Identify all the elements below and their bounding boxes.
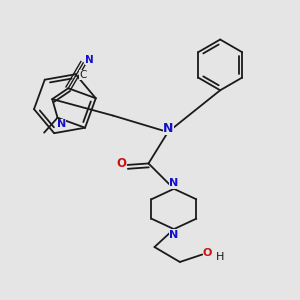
- Text: N: N: [169, 178, 178, 188]
- Text: N: N: [57, 119, 66, 129]
- Text: N: N: [163, 122, 174, 135]
- Text: O: O: [202, 248, 212, 258]
- Text: C: C: [80, 70, 87, 80]
- Text: N: N: [85, 55, 94, 65]
- Text: O: O: [116, 157, 126, 169]
- Text: N: N: [169, 230, 178, 239]
- Text: H: H: [216, 252, 224, 262]
